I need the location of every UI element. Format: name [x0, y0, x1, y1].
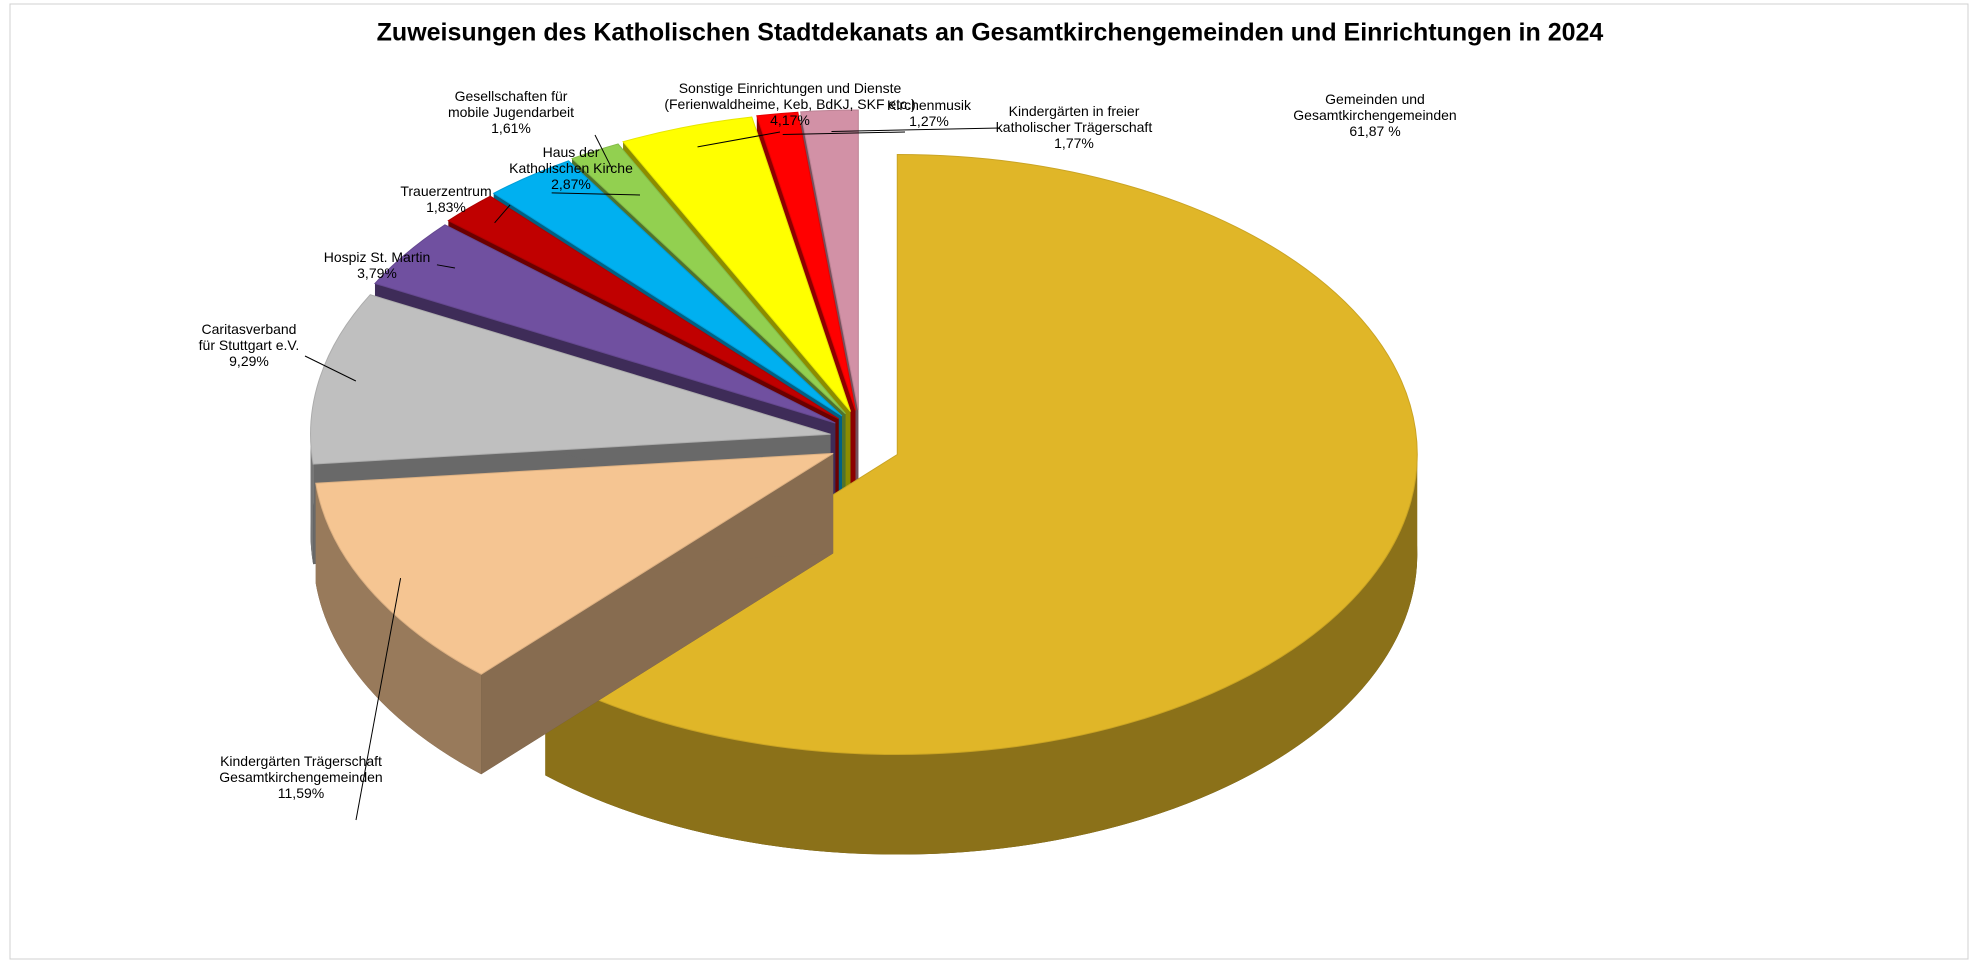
slice-outer-wall	[545, 454, 1418, 855]
slice	[374, 224, 836, 424]
category-label: Gesellschaften für	[455, 88, 568, 104]
slice-outer-wall	[310, 434, 314, 565]
leader-line	[436, 264, 456, 269]
value-label: 4,17%	[770, 112, 810, 128]
slice	[544, 154, 1418, 755]
category-label: Trauerzentrum	[400, 183, 491, 199]
category-label: Caritasverband	[202, 321, 297, 337]
leader-line	[831, 127, 1001, 132]
category-label: katholischer Trägerschaft	[996, 119, 1153, 135]
value-label: 3,79%	[357, 265, 397, 281]
category-label: mobile Jugendarbeit	[448, 104, 574, 120]
category-label: für Stuttgart e.V.	[199, 337, 300, 353]
slice	[622, 116, 851, 412]
slice-outer-wall	[315, 483, 482, 775]
leader-line	[697, 131, 781, 148]
value-label: 2,87%	[551, 176, 591, 192]
slice	[571, 143, 846, 415]
leader-line	[355, 578, 402, 821]
value-label: 1,77%	[1054, 135, 1094, 151]
leader-line	[782, 131, 906, 136]
slice-label: Sonstige Einrichtungen und Dienste (Ferie…	[664, 80, 915, 128]
slice-label: Caritasverband für Stuttgart e.V. 9,29%	[199, 321, 300, 369]
category-label: Hospiz St. Martin	[324, 249, 431, 265]
category-label: Sonstige Einrichtungen und Dienste	[679, 80, 902, 96]
value-label: 61,87 %	[1349, 123, 1400, 139]
category-label: Gesamtkirchengemeinden	[219, 769, 382, 785]
category-label: Gemeinden und	[1325, 91, 1425, 107]
slice-label: Kindergärten Trägerschaft Gesamtkirchenge…	[219, 753, 382, 801]
slice	[447, 195, 839, 420]
slice	[492, 160, 843, 417]
category-label: Kindergärten in freier	[1009, 103, 1140, 119]
slice	[315, 452, 834, 675]
slice	[756, 111, 856, 411]
chart-title: Zuweisungen des Katholischen Stadtdekana…	[377, 19, 1604, 47]
leader-line	[494, 204, 511, 224]
value-label: 1,61%	[491, 120, 531, 136]
pie-slice	[315, 452, 834, 775]
category-label: (Ferienwaldheime, Keb, BdKJ, SKF etc.)	[664, 96, 915, 112]
slice	[310, 294, 831, 465]
category-label: Kirchenmusik	[887, 97, 972, 113]
value-label: 1,83%	[426, 199, 466, 215]
leader-line	[594, 134, 613, 170]
category-label: Katholischen Kirche	[509, 160, 633, 176]
value-label: 11,59%	[278, 785, 324, 801]
value-label: 9,29%	[229, 353, 269, 369]
slice-label: Kirchenmusik 1,27%	[887, 97, 972, 129]
slice-label: Trauerzentrum 1,83%	[400, 183, 491, 215]
value-label: 1,27%	[909, 113, 949, 129]
leader-line	[551, 192, 641, 196]
category-label: Haus der	[543, 144, 600, 160]
leader-line	[304, 355, 357, 382]
slice-label: Kindergärten in freier katholischer Träge…	[996, 103, 1153, 151]
category-label: Kindergärten Trägerschaft	[220, 753, 382, 769]
slice-label: Gesellschaften für mobile Jugendarbeit 1,6…	[448, 88, 574, 136]
slice-label: Gemeinden und Gesamtkirchengemeinden 61,87…	[1293, 91, 1456, 139]
slice-label: Haus der Katholischen Kirche 2,87%	[509, 144, 633, 192]
slice	[800, 109, 859, 411]
category-label: Gesamtkirchengemeinden	[1293, 107, 1456, 123]
slice-label: Hospiz St. Martin 3,79%	[324, 249, 431, 281]
pie-slice	[544, 154, 1418, 855]
